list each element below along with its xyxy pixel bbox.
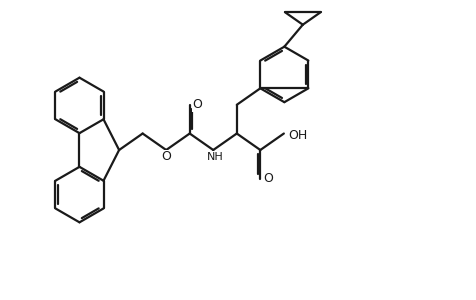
Text: O: O (161, 150, 171, 164)
Text: O: O (263, 172, 273, 185)
Text: NH: NH (207, 152, 224, 162)
Text: OH: OH (288, 129, 307, 142)
Text: O: O (193, 98, 203, 111)
